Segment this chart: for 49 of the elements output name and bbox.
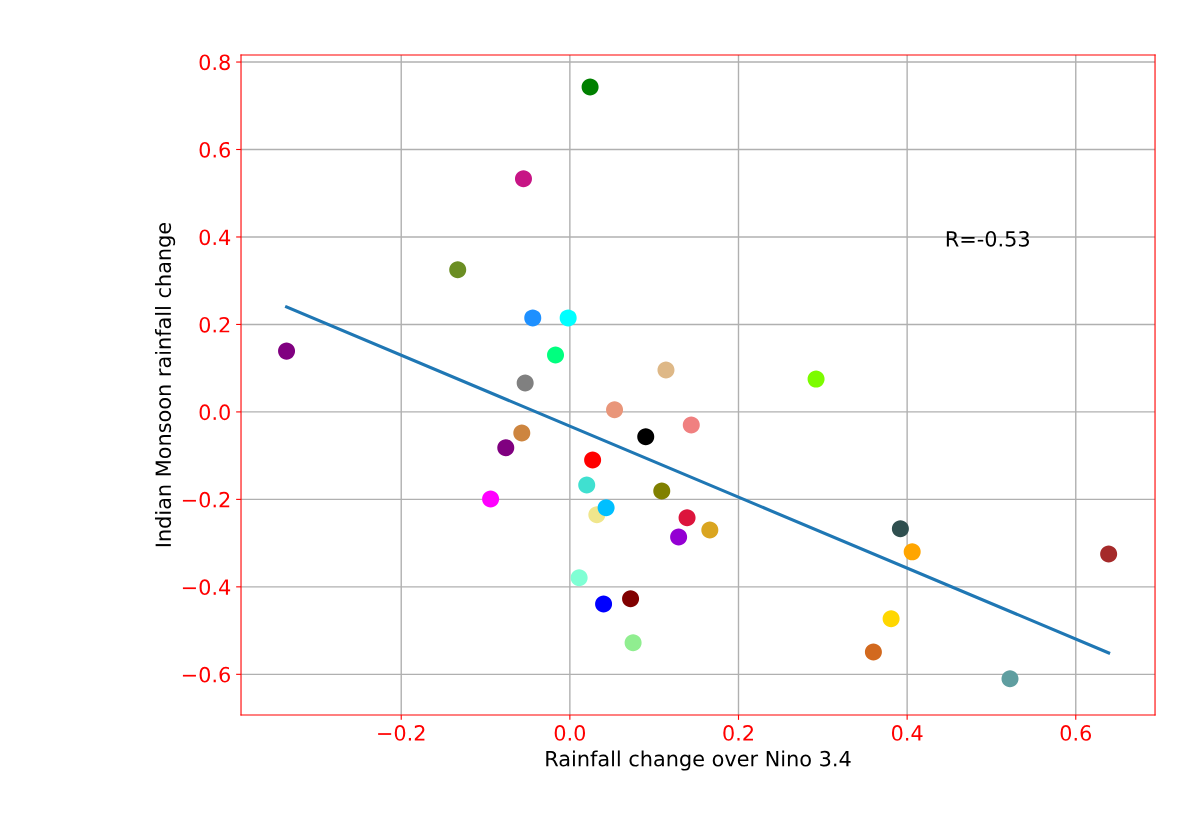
point [513,424,531,442]
point [524,309,542,327]
point [807,370,825,388]
point [653,482,671,500]
x-tick-label: 0.0 [554,725,586,741]
point [882,610,900,628]
point [514,170,532,188]
point [637,428,655,446]
y-tick-label: 0.0 [199,404,230,421]
x-tick-label: 0.2 [723,725,753,741]
point [903,543,921,561]
point [864,643,882,661]
point [622,590,640,608]
point [1001,670,1019,688]
y-axis-title: Indian Monsoon rainfall change [154,222,176,547]
point [657,361,675,379]
point [570,569,588,587]
y-tick-label: −0.6 [182,666,230,683]
y-tick-label: 0.4 [199,229,231,246]
point [547,346,565,364]
point [497,439,515,457]
point [597,499,615,517]
point [606,401,624,419]
point [678,509,696,527]
x-axis-title: Rainfall change over Nino 3.4 [546,750,851,771]
y-tick-label: 0.6 [199,141,230,158]
annotation: R=-0.53 [946,230,1029,247]
point [584,451,602,469]
point [624,634,642,652]
point [559,309,577,327]
point [516,374,534,392]
point [578,476,596,494]
point [682,416,700,434]
point [701,521,719,539]
point [449,261,467,279]
y-tick-label: −0.2 [182,491,230,508]
x-tick-label: −0.2 [378,725,425,741]
point [670,528,688,546]
x-tick-label: 0.4 [891,725,923,741]
point [581,78,599,96]
point [278,342,296,360]
y-tick-label: 0.2 [199,316,230,333]
point [1100,545,1118,563]
point [595,595,613,613]
point [891,520,909,538]
y-tick-label: −0.4 [182,579,231,596]
y-tick-label: 0.8 [199,54,230,71]
x-tick-label: 0.6 [1060,725,1092,741]
point [482,490,500,508]
